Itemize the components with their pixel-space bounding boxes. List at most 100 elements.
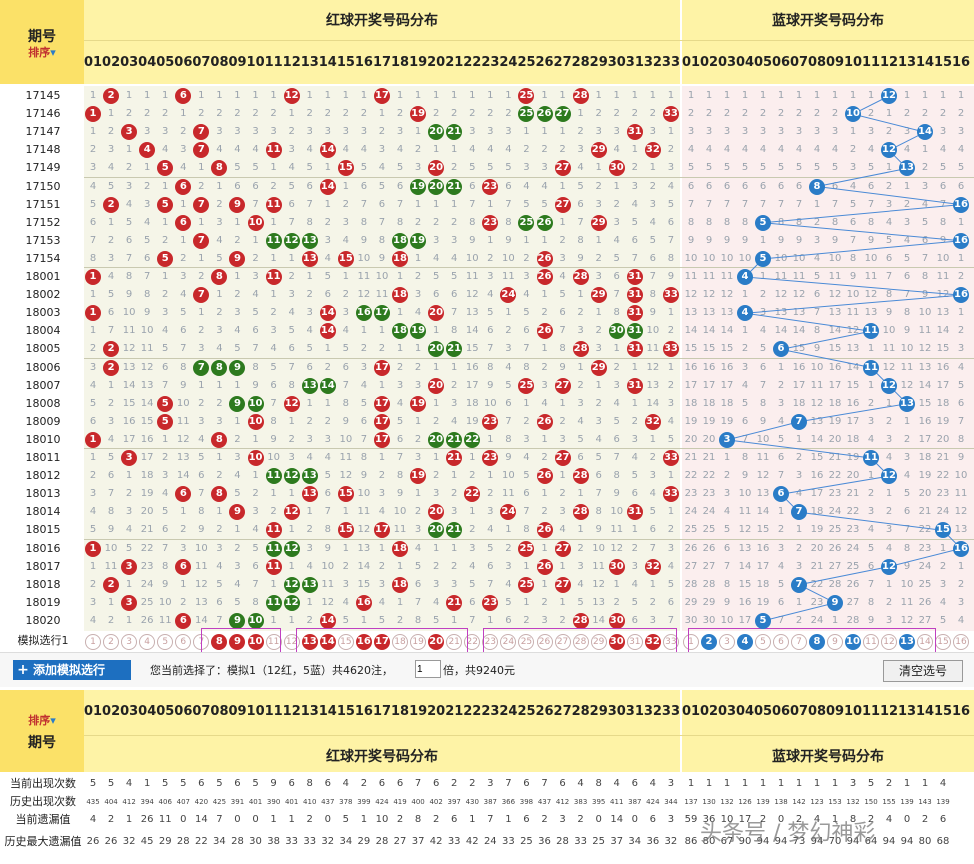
- red-ball: 29: [590, 359, 607, 376]
- missing-value: 9: [180, 379, 187, 391]
- red-ball: 10: [247, 612, 264, 629]
- add-sim-row-button[interactable]: + 添加模拟选行: [13, 660, 131, 680]
- sim-red-option[interactable]: 15: [337, 634, 354, 650]
- sim-red-option[interactable]: 2: [103, 634, 120, 650]
- stat-value: 7: [505, 778, 512, 789]
- sim-red-option[interactable]: 6: [175, 634, 192, 650]
- red-ball: 31: [626, 323, 643, 340]
- sim-red-option[interactable]: 23: [482, 634, 499, 650]
- sim-red-option[interactable]: 1: [85, 634, 101, 650]
- missing-value: 7: [867, 198, 875, 210]
- sim-red-option[interactable]: 19: [410, 634, 427, 650]
- sim-red-selected[interactable]: 20: [428, 634, 445, 650]
- sim-red-option[interactable]: 25: [518, 634, 535, 650]
- blue-number-header: 04: [736, 704, 755, 719]
- red-ball: 31: [626, 377, 643, 394]
- bottom-sort-button[interactable]: 排序▾: [0, 712, 84, 728]
- missing-value: 7: [777, 614, 785, 626]
- red-ball: 18: [392, 323, 409, 340]
- missing-value: 3: [234, 307, 241, 319]
- missing-value: 2: [198, 108, 205, 120]
- sim-red-selected[interactable]: 8: [211, 634, 228, 650]
- missing-value: 8: [595, 506, 602, 518]
- stat-value: 1: [469, 814, 476, 825]
- sim-red-option[interactable]: 24: [500, 634, 517, 650]
- sim-blue-option[interactable]: 11: [863, 634, 879, 650]
- sim-blue-option[interactable]: 9: [827, 634, 843, 650]
- sim-blue-selected[interactable]: 4: [737, 634, 753, 650]
- red-ball: 7: [193, 142, 210, 159]
- missing-value: 1: [505, 307, 512, 319]
- missing-value: 3: [649, 198, 657, 210]
- missing-value: 3: [649, 126, 657, 138]
- sim-blue-selected[interactable]: 10: [845, 634, 861, 650]
- missing-value: 6: [957, 180, 965, 192]
- sim-red-selected[interactable]: 14: [319, 634, 336, 650]
- sim-blue-option[interactable]: 14: [917, 634, 933, 650]
- sim-blue-option[interactable]: 6: [773, 634, 789, 650]
- sim-red-option[interactable]: 33: [662, 634, 679, 650]
- sim-red-selected[interactable]: 17: [373, 634, 390, 650]
- missing-value: 1: [270, 614, 277, 626]
- missing-value: 3: [324, 234, 331, 246]
- sim-red-option[interactable]: 31: [626, 634, 643, 650]
- stat-value: 139: [936, 798, 950, 806]
- sim-red-selected[interactable]: 13: [301, 634, 318, 650]
- sim-red-selected[interactable]: 10: [247, 634, 264, 650]
- red-ball: 12: [283, 540, 300, 557]
- red-ball: 4: [139, 142, 156, 159]
- missing-value: 3: [723, 126, 731, 138]
- sim-red-selected[interactable]: 30: [608, 634, 625, 650]
- missing-value: 5: [487, 542, 494, 554]
- missing-value: 21: [936, 452, 950, 463]
- missing-value: 9: [903, 325, 911, 337]
- missing-value: 3: [649, 470, 657, 482]
- sim-red-option[interactable]: 27: [554, 634, 571, 650]
- sim-blue-option[interactable]: 1: [683, 634, 699, 650]
- sim-red-selected[interactable]: 32: [644, 634, 661, 650]
- missing-value: 2: [216, 524, 223, 536]
- missing-value: 9: [107, 524, 115, 536]
- sim-blue-option[interactable]: 16: [953, 634, 969, 650]
- sim-red-selected[interactable]: 16: [355, 634, 372, 650]
- missing-value: 3: [487, 126, 494, 138]
- sim-blue-selected[interactable]: 8: [809, 634, 825, 650]
- red-ball: 28: [572, 612, 589, 629]
- missing-value: 3: [198, 343, 205, 355]
- red-ball: 25: [518, 576, 535, 593]
- sim-red-option[interactable]: 29: [590, 634, 607, 650]
- multiplier-input[interactable]: [415, 660, 441, 678]
- sim-red-option[interactable]: 18: [392, 634, 409, 650]
- sim-red-option[interactable]: 21: [446, 634, 463, 650]
- missing-value: 3: [595, 126, 602, 138]
- sim-blue-selected[interactable]: 2: [701, 634, 717, 650]
- sim-red-option[interactable]: 12: [283, 634, 300, 650]
- missing-value: 3: [162, 307, 169, 319]
- sim-red-option[interactable]: 22: [464, 634, 481, 650]
- missing-value: 2: [125, 488, 133, 500]
- missing-value: 8: [705, 216, 713, 228]
- missing-value: 8: [125, 271, 133, 282]
- sim-red-option[interactable]: 4: [139, 634, 156, 650]
- missing-value: 7: [270, 397, 277, 409]
- clear-button[interactable]: 清空选号: [883, 660, 963, 682]
- missing-value: 26: [918, 596, 932, 608]
- sim-red-option[interactable]: 5: [157, 634, 174, 650]
- sim-blue-option[interactable]: 5: [755, 634, 771, 650]
- sim-red-option[interactable]: 11: [265, 634, 282, 650]
- sim-red-option[interactable]: 26: [536, 634, 553, 650]
- sim-blue-option[interactable]: 15: [935, 634, 951, 650]
- sim-blue-option[interactable]: 3: [719, 634, 735, 650]
- missing-value: 5: [252, 542, 259, 554]
- missing-value: 1: [451, 470, 458, 482]
- sim-red-option[interactable]: 28: [572, 634, 589, 650]
- missing-value: 3: [957, 596, 965, 608]
- sim-red-selected[interactable]: 9: [229, 634, 246, 650]
- sort-button[interactable]: 排序▾: [0, 44, 84, 60]
- sim-blue-option[interactable]: 12: [881, 634, 897, 650]
- sim-red-option[interactable]: 3: [121, 634, 138, 650]
- sim-blue-option[interactable]: 7: [791, 634, 807, 650]
- red-ball: 9: [229, 504, 246, 521]
- missing-value: 1: [939, 90, 947, 101]
- sim-blue-selected[interactable]: 13: [899, 634, 915, 650]
